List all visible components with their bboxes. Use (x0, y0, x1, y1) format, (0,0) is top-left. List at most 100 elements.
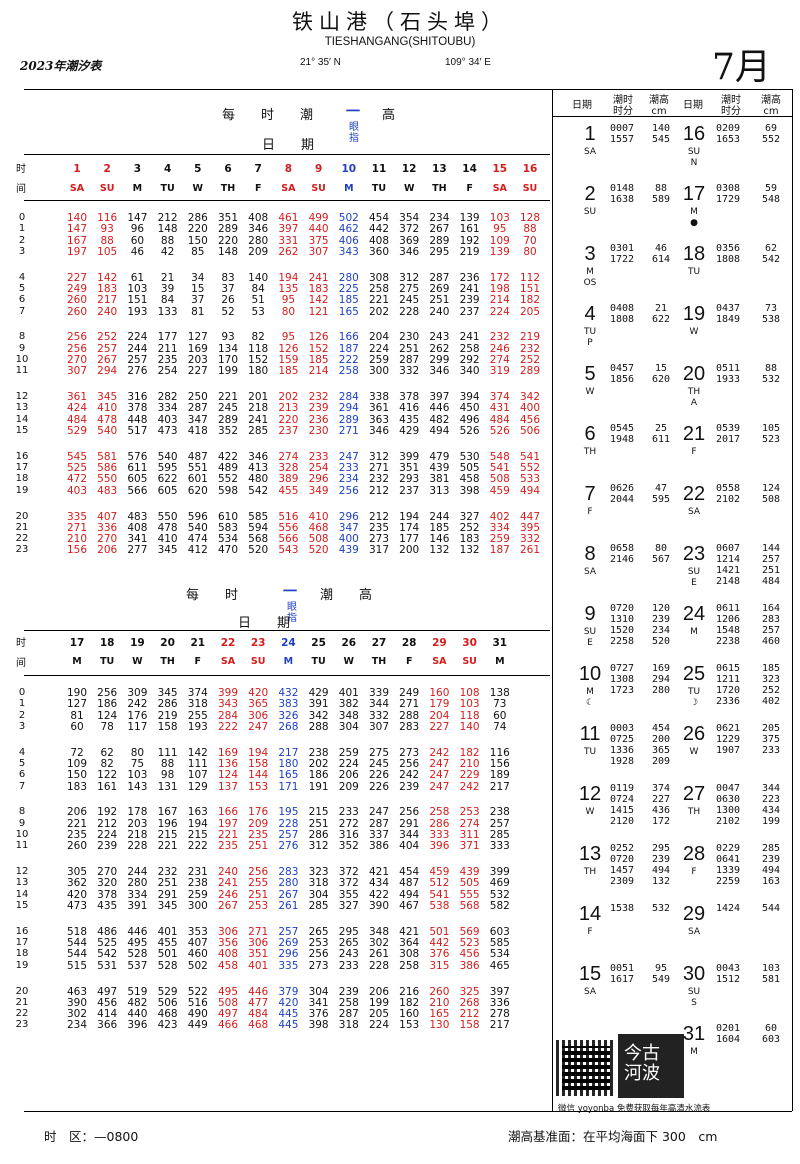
tide-height-cell: 351 (217, 212, 239, 224)
tide-height: 589 (651, 194, 671, 205)
hour-label: 9 (18, 342, 26, 354)
tide-height-cell: 526 (459, 425, 480, 437)
day-number: 11 (371, 163, 387, 175)
tide-height-cell: 206 (66, 806, 88, 819)
tide-height-cell: 253 (308, 937, 329, 950)
weekday: TU (100, 656, 115, 667)
hour-label: 16 (15, 925, 29, 937)
tide-height-cell: 244 (429, 510, 450, 523)
tide-height-cell: 81 (70, 709, 84, 722)
moon-phase-mark: ☽ (689, 698, 699, 708)
rp-date-header-right: 日期 (683, 100, 703, 111)
tide-time: 1907 (716, 745, 741, 756)
tide-height-cell: 348 (338, 709, 359, 722)
tide-height: 280 (651, 685, 671, 696)
tide-height-cell: 199 (217, 365, 239, 378)
tide-height-cell: 152 (308, 342, 329, 355)
tide-height: 164 (761, 603, 781, 614)
tide-height: 46 (654, 243, 668, 254)
tide-height-cell: 470 (217, 544, 239, 557)
tide-time: 1229 (716, 734, 741, 745)
tide-height-cell: 446 (127, 925, 148, 938)
day-number: 7 (254, 163, 262, 175)
tide-height-cell: 531 (97, 959, 118, 972)
tide-height: 105 (761, 423, 781, 434)
tide-height-cell: 224 (127, 331, 148, 344)
tide-height-cell: 88 (160, 234, 175, 247)
tide-height-cell: 506 (157, 996, 178, 1009)
station-subtitle: TIESHANGANG(SHITOUBU) (324, 36, 476, 48)
tide-height-cell: 508 (308, 533, 329, 546)
date-number: 5 (584, 363, 596, 385)
tide-time: 1557 (610, 134, 635, 145)
tide-height-cell: 459 (489, 484, 510, 497)
tide-height-cell: 345 (157, 687, 178, 699)
tide-height-cell: 317 (368, 544, 390, 557)
tide-height-cell: 221 (217, 829, 239, 841)
tide-height-cell: 231 (187, 866, 208, 879)
tide-height-cell: 526 (489, 425, 510, 437)
weekday: W (132, 656, 143, 667)
tide-height: 603 (761, 1034, 781, 1045)
tide-time: 1206 (716, 614, 741, 625)
tide-height-cell: 401 (157, 925, 178, 938)
tide-height-cell: 267 (429, 223, 450, 236)
tide-height-cell: 153 (248, 780, 269, 793)
date-number: 3 (584, 243, 596, 265)
tide-height-cell: 137 (217, 780, 239, 793)
tide-height-cell: 244 (127, 866, 148, 879)
tide-height: 365 (651, 745, 671, 756)
tide-height-cell: 251 (308, 817, 329, 830)
weekday: M (690, 207, 698, 217)
tide-height: 532 (761, 374, 781, 385)
tide-height-cell: 534 (489, 948, 510, 961)
tide-height: 375 (761, 734, 781, 745)
tide-height-cell: 160 (399, 1008, 420, 1021)
tide-height-cell: 217 (278, 746, 299, 759)
tide-height-cell: 88 (523, 223, 537, 236)
tide-height-cell: 302 (66, 1008, 88, 1021)
weekday: SA (492, 183, 507, 194)
tide-height-cell: 247 (368, 806, 390, 819)
tide-height-cell: 221 (217, 391, 239, 404)
table2-dash: 一 (283, 584, 297, 600)
tide-height-cell: 215 (157, 829, 178, 841)
tide-height: 614 (651, 254, 671, 265)
rp-date-header-left: 日期 (572, 100, 592, 111)
tide-height-cell: 261 (368, 948, 390, 961)
tide-height-cell: 408 (217, 948, 239, 961)
tide-height-cell: 520 (308, 544, 329, 557)
tide-height-cell: 344 (368, 698, 390, 711)
tide-height-cell: 210 (429, 996, 450, 1009)
tide-height-cell: 280 (278, 877, 299, 890)
tide-height-cell: 196 (157, 817, 178, 830)
tide-height-cell: 84 (251, 283, 265, 295)
year-label: 2023年潮汐表 (20, 59, 102, 73)
tide-height-cell: 150 (66, 769, 88, 782)
day-number: 20 (160, 637, 175, 649)
tide-height-cell: 241 (217, 877, 239, 890)
tide-time: 1720 (716, 685, 741, 696)
tide-height-cell: 190 (66, 687, 88, 699)
tide-height-cell: 198 (489, 283, 510, 295)
tide-height-cell: 446 (429, 402, 450, 415)
weekday: TH (160, 656, 175, 667)
tide-height-cell: 289 (217, 223, 239, 236)
weekday: M (690, 627, 698, 637)
weekday: SU (522, 183, 538, 194)
day-number: 21 (190, 637, 206, 649)
tide-height-cell: 178 (127, 806, 148, 819)
tide-height-cell: 273 (308, 959, 329, 972)
weekday: F (194, 656, 202, 667)
date-number: 21 (682, 423, 706, 445)
tide-height-cell: 455 (157, 937, 178, 950)
tide-height-cell: 88 (160, 758, 175, 770)
hour-label: 20 (15, 985, 29, 997)
tide-time: 1948 (610, 434, 635, 445)
tide-time: 2017 (716, 434, 741, 445)
date-number: 28 (682, 843, 706, 865)
tide-height-cell: 167 (157, 806, 178, 819)
tide-height-cell: 439 (459, 866, 480, 879)
tide-height-cell: 292 (459, 354, 480, 366)
tide-height-cell: 251 (157, 877, 178, 890)
